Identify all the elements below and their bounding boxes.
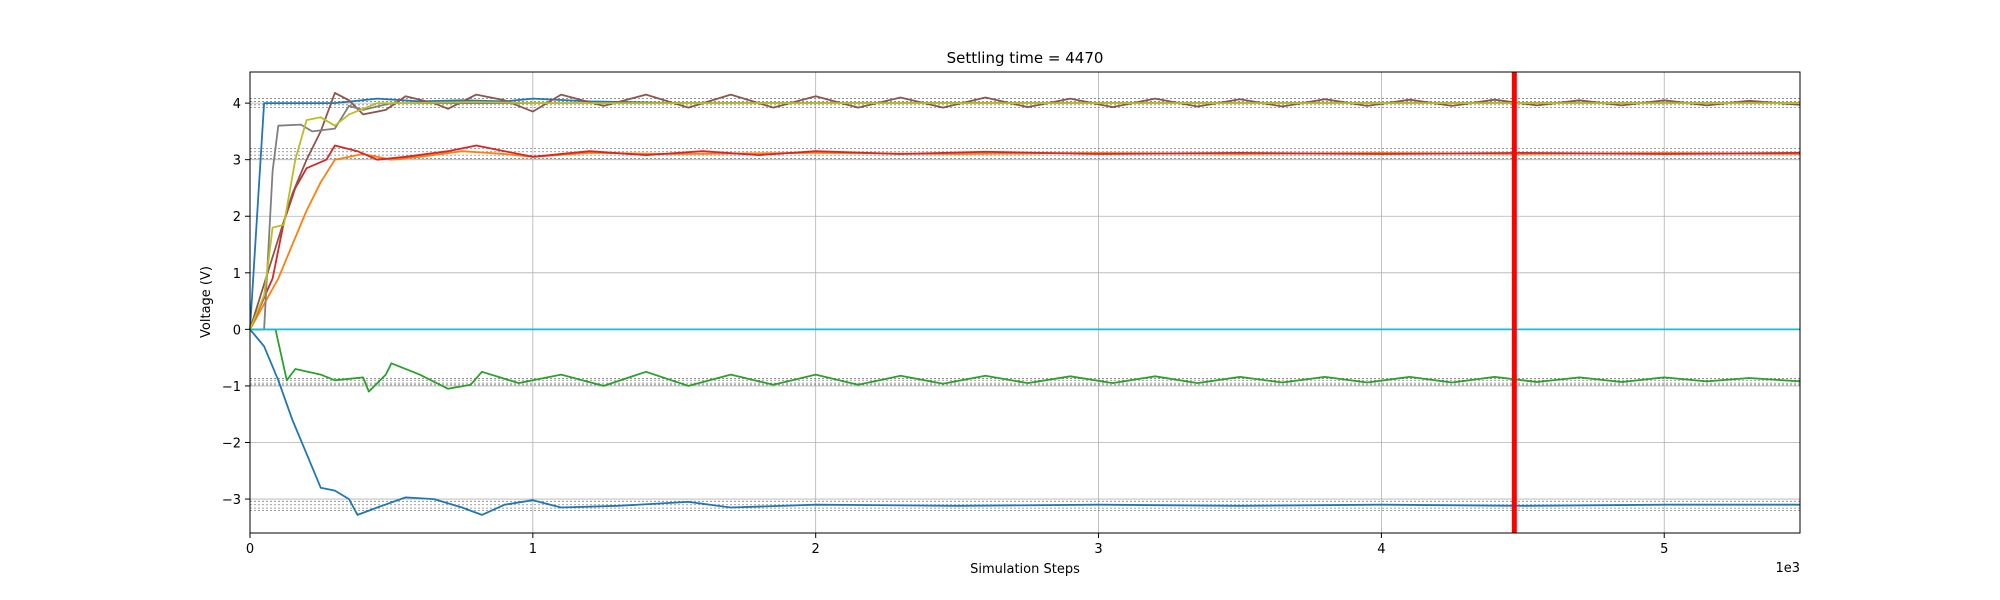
y-tick-label-1: −2	[222, 436, 241, 451]
grid	[249, 72, 1800, 533]
tolerance-bands	[250, 98, 1800, 511]
x-tick-label-2: 2	[812, 542, 820, 557]
x-tick-label-1: 1	[529, 542, 537, 557]
y-tick-label-7: 4	[233, 97, 241, 112]
y-tick-label-2: −1	[222, 380, 241, 395]
plot-frame	[249, 71, 1801, 534]
y-tick-label-0: −3	[222, 493, 241, 508]
y-tick-label-4: 1	[233, 267, 241, 282]
x-axis-offset-label: 1e3	[1775, 561, 1800, 576]
series-line-5	[249, 92, 1801, 330]
series-line-6	[250, 102, 1800, 331]
x-tick-label-5: 5	[1660, 542, 1668, 557]
series-line-7	[249, 101, 1800, 330]
chart-title: Settling time = 4470	[947, 49, 1104, 67]
y-tick-label-6: 3	[233, 154, 241, 169]
x-tick-label-3: 3	[1094, 542, 1102, 557]
x-axis-label: Simulation Steps	[970, 562, 1080, 577]
x-tick-label-0: 0	[246, 542, 254, 557]
series-line-2	[249, 150, 1801, 330]
series-lines	[249, 92, 1801, 516]
series-line-3	[249, 144, 1801, 330]
y-axis-label: Voltage (V)	[199, 266, 214, 338]
x-tick-label-4: 4	[1377, 542, 1385, 557]
series-line-4	[250, 328, 1801, 393]
axis-ticks: 0 1 2 3 4 5 −3 −2 −1 0 1 2 3 4	[222, 97, 1669, 557]
y-tick-label-5: 2	[233, 210, 241, 225]
series-line-1	[249, 97, 1800, 330]
y-tick-label-3: 0	[233, 323, 241, 338]
series-line-0	[249, 328, 1800, 516]
